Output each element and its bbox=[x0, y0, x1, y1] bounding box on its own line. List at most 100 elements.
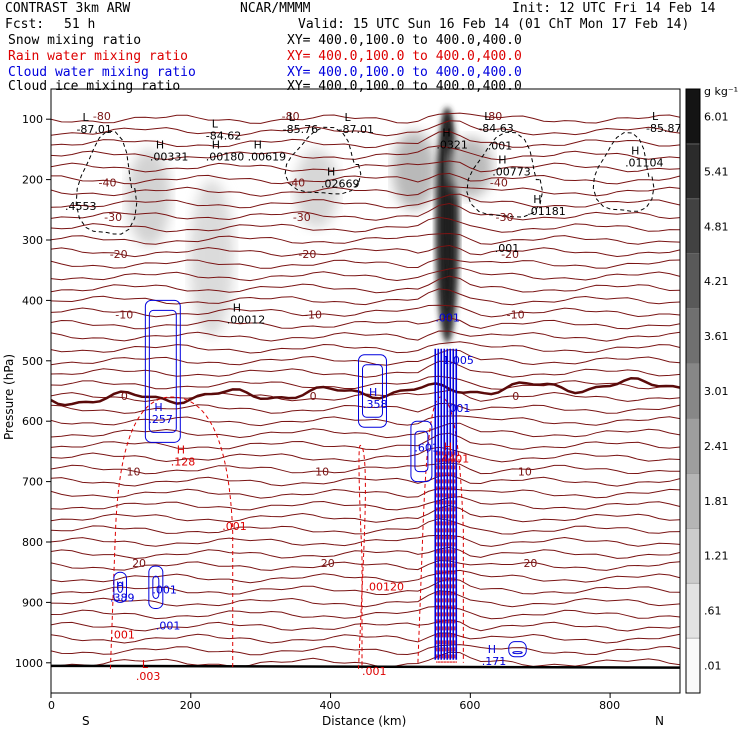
field-xy-cloud-ice: XY= 400.0,100.0 to 400.0,400.0 bbox=[287, 79, 522, 94]
field-xy-snow: XY= 400.0,100.0 to 400.0,400.0 bbox=[287, 33, 522, 48]
extremum-marker: H bbox=[154, 401, 162, 414]
isotherm bbox=[51, 317, 680, 330]
extremum-value: .00773 bbox=[492, 166, 531, 179]
isotherm bbox=[51, 193, 680, 209]
isotherm bbox=[51, 375, 680, 390]
model-title: CONTRAST 3km ARW bbox=[5, 1, 131, 16]
extremum-value: .02669 bbox=[321, 178, 360, 191]
extremum-marker: H bbox=[369, 386, 377, 399]
field-xy-cloud-water: XY= 400.0,100.0 to 400.0,400.0 bbox=[287, 65, 522, 80]
colorbar-swatch bbox=[685, 198, 701, 254]
y-tick-label: 700 bbox=[22, 476, 43, 489]
contour-labels: -80 -80 -80 -40 -40 -40 -30 -30 -30 -20 -20 -20 -10 -… bbox=[65, 110, 682, 683]
x-tick-label: 0 bbox=[48, 699, 55, 712]
isotherm-label: -40 bbox=[490, 177, 508, 190]
forecast-hour: 51 h bbox=[64, 17, 96, 32]
extremum-marker: L bbox=[212, 117, 219, 130]
isotherm-label: -20 bbox=[298, 248, 316, 261]
extremum-value: .358 bbox=[363, 398, 388, 411]
isotherm bbox=[51, 185, 680, 197]
extremum-value: .003 bbox=[136, 670, 161, 683]
colorbar-level-label: 4.81 bbox=[704, 220, 729, 233]
extremum-marker: H bbox=[177, 443, 185, 456]
isotherm-label: 0 bbox=[512, 390, 519, 403]
isotherm bbox=[51, 232, 680, 245]
y-tick-label: 400 bbox=[22, 294, 43, 307]
axes: 0 200 400 600 800100200300400500600700800900… bbox=[15, 113, 620, 712]
cloud-water-contour bbox=[508, 641, 527, 658]
isotherm bbox=[51, 402, 680, 414]
isotherm bbox=[51, 560, 680, 571]
extremum-value: .00180 bbox=[206, 150, 245, 163]
extremum-value: .01104 bbox=[625, 156, 664, 169]
contour-value-label: .001 bbox=[488, 139, 513, 152]
colorbar-swatch bbox=[685, 418, 701, 474]
colorbar-level-label: 5.41 bbox=[704, 165, 729, 178]
isotherm bbox=[51, 258, 680, 269]
temperature-contours bbox=[51, 112, 680, 669]
isotherm-label: -20 bbox=[501, 248, 519, 261]
contour-value-label: .001 bbox=[495, 242, 520, 255]
isotherm bbox=[51, 569, 680, 584]
isotherm bbox=[51, 619, 680, 632]
contour-value-label: .001 bbox=[222, 520, 247, 533]
isotherm-label: 20 bbox=[321, 557, 335, 570]
x-tick-label: 400 bbox=[320, 699, 341, 712]
isotherm bbox=[51, 244, 680, 258]
isotherm bbox=[51, 120, 680, 137]
contour-value-label: .00120 bbox=[366, 580, 405, 593]
extremum-value: .128 bbox=[171, 455, 196, 468]
y-tick-label: 200 bbox=[22, 174, 43, 187]
y-tick-label: 1000 bbox=[15, 657, 43, 670]
extremum-marker: H bbox=[212, 138, 220, 151]
contour-value-label: 1.005 bbox=[442, 354, 474, 367]
extremum-value: .01181 bbox=[527, 205, 566, 218]
field-xy-rain: XY= 400.0,100.0 to 400.0,400.0 bbox=[287, 49, 522, 64]
colorbar-swatch bbox=[685, 308, 701, 364]
y-tick-label: 900 bbox=[22, 596, 43, 609]
cloud-water-contour bbox=[152, 575, 160, 599]
colorbar-level-label: 2.41 bbox=[704, 440, 729, 453]
isotherm bbox=[51, 446, 680, 463]
isotherm bbox=[51, 422, 680, 439]
contour-value-label: .601 bbox=[414, 441, 439, 454]
extremum-value: -87.01 bbox=[76, 123, 111, 136]
extremum-value: -84.63 bbox=[478, 122, 513, 135]
isotherm-label: -20 bbox=[110, 248, 128, 261]
colorbar: .01 .61 1.21 1.81 2.41 3.01 3.61 4.21 4.81 5.41 6.… bbox=[685, 88, 729, 694]
contour-value-label: .001 bbox=[152, 583, 177, 596]
isotherm-label: -30 bbox=[293, 211, 311, 224]
extremum-marker: L bbox=[289, 111, 296, 124]
colorbar-swatch bbox=[685, 528, 701, 584]
extremum-marker: L bbox=[484, 110, 491, 123]
isotherm bbox=[51, 202, 680, 221]
extremum-value: .00331 bbox=[150, 150, 189, 163]
isotherm-label: 10 bbox=[518, 465, 532, 478]
extremum-value: -84.62 bbox=[206, 129, 241, 142]
isotherm bbox=[51, 288, 680, 306]
x-tick-label: 800 bbox=[599, 699, 620, 712]
isotherm-label: 0 bbox=[310, 390, 317, 403]
rain-contour bbox=[109, 396, 234, 669]
extremum-marker: L bbox=[82, 111, 89, 124]
isotherm-label: -80 bbox=[282, 110, 300, 123]
cloud-ice-contour bbox=[75, 130, 138, 235]
field-name-cloud-water: Cloud water mixing ratio bbox=[8, 65, 196, 80]
extremum-marker: H bbox=[533, 193, 541, 206]
y-tick-label: 600 bbox=[22, 415, 43, 428]
y-tick-label: 500 bbox=[22, 355, 43, 368]
isotherm bbox=[51, 349, 680, 366]
colorbar-level-label: .61 bbox=[704, 605, 722, 618]
cloud-water-contour bbox=[414, 430, 429, 473]
colorbar-swatch bbox=[685, 88, 701, 145]
isotherm bbox=[51, 341, 680, 354]
colorbar-level-label: 3.01 bbox=[704, 385, 729, 398]
extremum-marker: H bbox=[116, 579, 124, 592]
isotherm bbox=[51, 605, 680, 620]
extremum-marker: H bbox=[444, 440, 452, 453]
colorbar-swatch bbox=[685, 253, 701, 309]
colorbar-level-label: 1.81 bbox=[704, 495, 729, 508]
isotherm bbox=[51, 216, 680, 233]
contour-value-label: .4553 bbox=[65, 200, 97, 213]
